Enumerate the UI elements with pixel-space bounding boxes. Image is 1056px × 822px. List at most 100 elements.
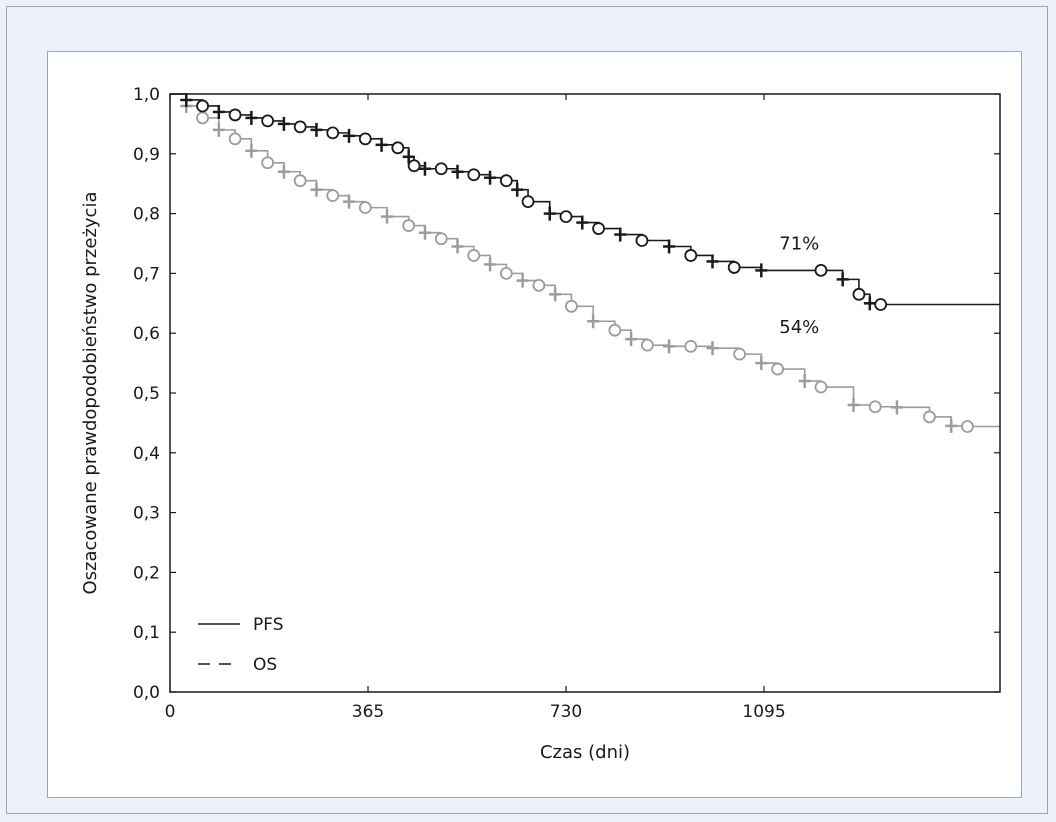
x-tick-label: 730	[550, 702, 582, 722]
series-os-point	[863, 296, 876, 311]
series-pfs-point	[923, 410, 936, 424]
series-os-point	[358, 132, 372, 146]
series-pfs-point	[663, 339, 676, 354]
series-os-point	[451, 164, 464, 179]
y-tick-label: 0,6	[133, 324, 160, 344]
series-os-point	[836, 272, 849, 287]
series-pfs-point	[733, 347, 747, 361]
series-os-point	[293, 120, 307, 134]
series-pfs-point	[587, 314, 600, 329]
series-pfs-point	[890, 400, 903, 415]
series-pfs-point	[640, 338, 654, 352]
series-os-point	[663, 239, 676, 254]
series-os-point	[727, 261, 741, 274]
series-pfs-point	[516, 273, 529, 288]
series-os-point	[418, 161, 431, 176]
legend-os-label: OS	[253, 655, 277, 675]
series-os-point	[310, 122, 323, 137]
series-os-point	[576, 215, 589, 230]
series-pfs-point	[310, 182, 323, 197]
series-pfs-point	[814, 380, 828, 394]
y-tick-label: 1,0	[133, 85, 160, 105]
x-tick-label: 365	[352, 702, 384, 722]
series-pfs-point	[245, 143, 258, 158]
series-pfs-point	[380, 209, 393, 224]
series-pfs-point	[343, 194, 356, 209]
series-pfs-point	[945, 418, 958, 433]
y-tick-label: 0,7	[133, 264, 160, 284]
series-pfs-point	[434, 232, 448, 246]
series-os-point	[684, 249, 698, 262]
series-pfs-point	[771, 362, 784, 376]
series-pfs-line	[170, 93, 1000, 428]
series-os-point	[543, 206, 556, 221]
series-os-point	[196, 99, 209, 113]
y-tick-label: 0,2	[133, 563, 160, 583]
series-pfs-point	[684, 339, 698, 353]
y-tick-label: 0,9	[133, 145, 160, 165]
series-pfs-point	[608, 323, 622, 337]
series-os-point	[407, 159, 421, 173]
y-tick-label: 0,3	[133, 504, 160, 524]
series-pfs-point	[532, 278, 546, 292]
series-os-point	[326, 126, 340, 140]
x-tick-label: 1095	[742, 702, 785, 722]
series-pfs-point	[755, 356, 768, 371]
series-os-point	[402, 149, 415, 164]
series-os-point	[559, 210, 573, 223]
series-os-point	[375, 137, 388, 152]
series-pfs-point	[625, 332, 638, 347]
series-os-point	[635, 234, 649, 247]
series-pfs-point	[706, 341, 719, 356]
series-pfs-point	[484, 257, 497, 272]
series-pfs-point	[847, 397, 860, 412]
series-pfs-point	[196, 111, 209, 125]
annotation-os: 71%	[779, 233, 819, 254]
y-axis-label: Oszacowane prawdopodobieństwo przeżycia	[80, 192, 101, 595]
series-pfs-point	[451, 239, 464, 254]
legend: PFS OS	[198, 615, 284, 675]
series-pfs-point	[261, 156, 275, 170]
series-pfs-point	[467, 249, 481, 262]
survival-chart: 0,0 0,1 0,2 0,3 0,4 0,5 0,6 0,7 0,8 0,9 1,0 0 365 730…	[80, 85, 1001, 763]
series-pfs-point	[565, 299, 578, 313]
series-os-point	[261, 114, 275, 128]
series-os-point	[614, 227, 627, 242]
series-os-point	[228, 108, 242, 122]
series-layer: 54% 71%	[170, 92, 1000, 433]
series-os-point	[511, 182, 524, 197]
x-tick-label: 0	[165, 702, 176, 722]
series-pfs-point	[358, 201, 372, 215]
series-os-point	[180, 92, 193, 107]
ticks-layer: 0,0 0,1 0,2 0,3 0,4 0,5 0,6 0,7 0,8 0,9 1,0 0 365 730…	[133, 85, 1000, 722]
series-os-point	[852, 287, 866, 301]
y-tick-label: 0,8	[133, 205, 160, 225]
x-axis-label: Czas (dni)	[540, 742, 630, 763]
series-pfs-point	[277, 164, 290, 179]
legend-pfs-label: PFS	[253, 615, 284, 635]
plot-area-frame	[169, 93, 1001, 693]
series-os-point	[814, 264, 828, 277]
series-os-point	[706, 254, 719, 269]
series-pfs-point	[293, 174, 307, 188]
series-os-point	[592, 222, 605, 235]
series-pfs-point	[402, 219, 416, 232]
series-os-point	[434, 162, 448, 176]
series-os-point	[755, 263, 768, 278]
series-pfs-point	[418, 225, 431, 240]
y-tick-label: 0,5	[133, 384, 160, 404]
series-pfs-point	[228, 132, 242, 146]
series-pfs-point	[549, 287, 562, 302]
series-os-point	[499, 174, 513, 188]
series-os: 71%	[170, 92, 1000, 311]
series-pfs-point	[798, 374, 811, 389]
chart-panel: 0,0 0,1 0,2 0,3 0,4 0,5 0,6 0,7 0,8 0,9 1,0 0 365 730…	[47, 51, 1022, 798]
series-pfs-point	[326, 189, 340, 203]
series-os-point	[212, 104, 225, 119]
figure-frame: 0,0 0,1 0,2 0,3 0,4 0,5 0,6 0,7 0,8 0,9 1,0 0 365 730…	[6, 6, 1048, 814]
series-pfs: 54%	[170, 93, 1000, 433]
series-os-point	[343, 128, 356, 143]
series-os-point	[467, 168, 481, 182]
series-os-point	[277, 116, 290, 131]
series-os-point	[874, 298, 888, 311]
